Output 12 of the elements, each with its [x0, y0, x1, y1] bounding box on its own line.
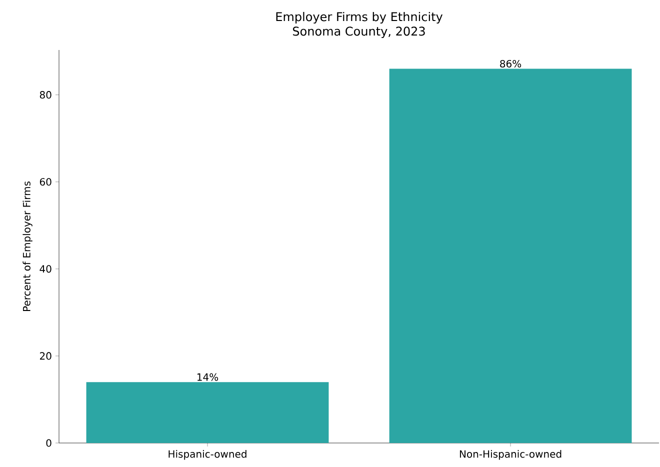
x-tick-label: Non-Hispanic-owned: [460, 450, 562, 460]
y-tick-label: 20: [40, 352, 52, 360]
y-tick-label: 80: [40, 91, 52, 99]
y-tick-label: 60: [40, 178, 52, 186]
chart-subtitle: Sonoma County, 2023: [292, 26, 425, 38]
y-axis-title: Percent of Employer Firms: [22, 182, 32, 311]
data-label: 14%: [197, 373, 218, 381]
y-tick-label: 0: [46, 439, 52, 447]
x-tick-label: Hispanic-owned: [168, 450, 246, 460]
data-label: 86%: [500, 60, 522, 68]
chart-title: Employer Firms by Ethnicity: [276, 12, 443, 24]
y-tick-label: 40: [40, 265, 52, 273]
